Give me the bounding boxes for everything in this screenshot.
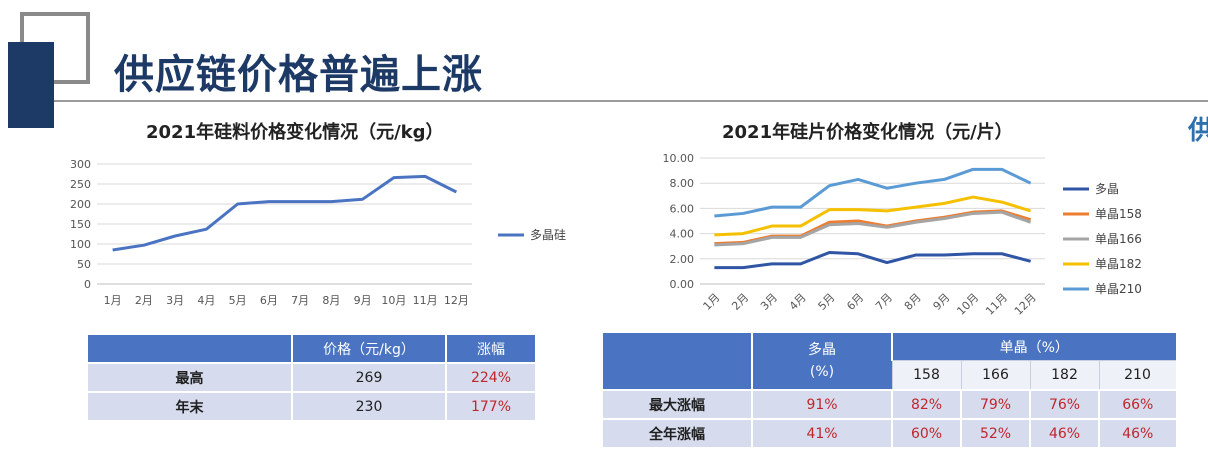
x-tick-label: 9月 (354, 294, 372, 307)
table-header-cell (88, 335, 292, 363)
chart-silicon-material-price: 0 50 100 150 200 250 300 1月 2月 3月 4月 5月 6月 7月 8月 9月 10月 1… (70, 158, 566, 307)
y-tick-label: 100 (70, 238, 91, 251)
mono-header: 单晶（%） (891, 333, 1176, 361)
value-cell: 79% (960, 389, 1030, 419)
series-line (714, 167, 1032, 218)
legend-label: 单晶166 (1095, 232, 1142, 246)
y-tick-label: 200 (70, 198, 91, 211)
row-label: 年末 (88, 391, 292, 420)
x-tick-label: 8月 (902, 291, 924, 313)
table-row: 最大涨幅 91% 82% 79% 76% 66% (603, 389, 1176, 419)
legend-label: 单晶210 (1095, 282, 1142, 296)
series-line (714, 210, 1032, 247)
value-cell: 46% (1098, 418, 1176, 447)
x-tick-label: 7月 (873, 291, 895, 313)
chart-wafer-price: 0.00 2.00 4.00 6.00 8.00 10.00 1月 2月 3月 4月 5月 6月 7月 8… (663, 152, 1142, 318)
y-tick-label: 6.00 (670, 202, 695, 215)
poly-header: 多晶 (%) (751, 333, 892, 390)
table-row: 最高 269 224% (88, 362, 535, 392)
x-tick-label: 7月 (291, 294, 309, 307)
table-header-cell: 涨幅 (445, 335, 535, 363)
x-tick-label: 10月 (381, 294, 406, 307)
value-cell: 60% (891, 418, 961, 447)
x-tick-label: 10月 (954, 291, 981, 318)
legend-label: 多晶硅 (530, 228, 566, 242)
x-tick-label: 2月 (135, 294, 153, 307)
series-line (112, 174, 458, 252)
size-header-210: 210 (1098, 360, 1176, 390)
x-tick-label: 11月 (983, 291, 1010, 318)
value-cell: 41% (751, 418, 892, 447)
size-header-182: 182 (1029, 360, 1099, 390)
row-label: 全年涨幅 (603, 418, 752, 447)
price-cell: 269 (291, 362, 446, 392)
x-tick-label: 1月 (104, 294, 122, 307)
table-row: 全年涨幅 41% 60% 52% 46% 46% (603, 418, 1176, 447)
size-header-166: 166 (960, 360, 1030, 390)
row-label: 最高 (88, 362, 292, 392)
x-tick-label: 5月 (229, 294, 247, 307)
row-label: 最大涨幅 (603, 389, 752, 419)
cropped-heading-text: 供 (1188, 116, 1208, 146)
table-header-cell: 价格（元/kg） (291, 335, 446, 363)
legend-label: 多晶 (1095, 182, 1119, 196)
title-divider (54, 100, 1208, 102)
x-tick-label: 3月 (758, 291, 780, 313)
y-tick-label: 4.00 (670, 228, 695, 241)
y-tick-label: 0 (84, 278, 91, 291)
chart-title-silicon-material: 2021年硅料价格变化情况（元/kg） (146, 122, 444, 143)
x-tick-label: 6月 (260, 294, 278, 307)
y-tick-label: 150 (70, 218, 91, 231)
x-tick-label: 9月 (931, 291, 953, 313)
slide-title: 供应链价格普遍上涨 (114, 52, 483, 98)
table-header-row: 价格（元/kg） 涨幅 (88, 335, 535, 363)
series-line (714, 195, 1032, 237)
series-line (714, 251, 1032, 270)
wafer-table: 多晶 (%) 单晶（%） 158 166 182 210 最大涨幅 91% 82… (603, 333, 1176, 447)
legend-label: 单晶182 (1095, 257, 1142, 271)
table-subheader-row: 158 166 182 210 (603, 360, 1176, 390)
value-cell: 66% (1098, 389, 1176, 419)
x-tick-label: 3月 (166, 294, 184, 307)
chart-title-wafer: 2021年硅片价格变化情况（元/片） (722, 122, 1013, 143)
value-cell: 91% (751, 389, 892, 419)
change-cell: 224% (445, 362, 535, 392)
value-cell: 52% (960, 418, 1030, 447)
silicon-material-table: 价格（元/kg） 涨幅 最高 269 224% 年末 230 177% (88, 335, 535, 420)
y-tick-label: 8.00 (670, 177, 695, 190)
x-tick-label: 5月 (816, 291, 838, 313)
x-tick-label: 6月 (844, 291, 866, 313)
y-tick-label: 50 (77, 258, 91, 271)
value-cell: 76% (1029, 389, 1099, 419)
poly-header-unit: (%) (809, 364, 835, 380)
value-cell: 82% (891, 389, 961, 419)
size-header-158: 158 (891, 360, 961, 390)
x-tick-label: 12月 (1012, 291, 1039, 318)
legend-label: 单晶158 (1095, 207, 1142, 221)
decorative-blue-block (8, 42, 54, 128)
y-tick-label: 10.00 (663, 152, 695, 165)
x-tick-label: 2月 (729, 291, 751, 313)
y-tick-label: 2.00 (670, 253, 695, 266)
table-header-corner (603, 333, 752, 390)
x-tick-label: 1月 (701, 291, 723, 313)
x-tick-label: 8月 (322, 294, 340, 307)
price-cell: 230 (291, 391, 446, 420)
change-cell: 177% (445, 391, 535, 420)
y-tick-label: 250 (70, 178, 91, 191)
value-cell: 46% (1029, 418, 1099, 447)
x-tick-label: 11月 (413, 294, 438, 307)
x-tick-label: 12月 (444, 294, 469, 307)
y-tick-label: 300 (70, 158, 91, 171)
table-row: 年末 230 177% (88, 391, 535, 420)
table-header-row: 多晶 (%) 单晶（%） (603, 333, 1176, 390)
y-tick-label: 0.00 (670, 278, 695, 291)
x-tick-label: 4月 (197, 294, 215, 307)
x-tick-label: 4月 (787, 291, 809, 313)
poly-header-label: 多晶 (808, 342, 836, 358)
